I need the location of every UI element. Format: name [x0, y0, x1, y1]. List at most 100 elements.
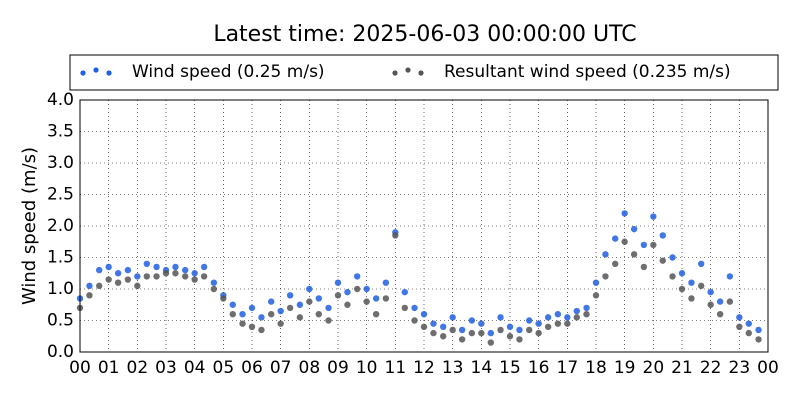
data-point	[621, 238, 628, 245]
data-point	[344, 288, 351, 296]
data-point	[162, 270, 170, 277]
data-point	[755, 326, 762, 334]
data-point	[325, 317, 332, 324]
chart-title: Latest time: 2025-06-03 00:00:00 UTC	[213, 22, 636, 47]
data-point	[506, 323, 514, 330]
data-point	[535, 329, 542, 337]
data-point	[707, 301, 714, 308]
data-point	[487, 329, 494, 337]
data-point	[716, 298, 724, 305]
data-point	[564, 320, 571, 327]
data-point	[229, 301, 236, 308]
legend-marker	[93, 67, 99, 73]
x-tick-label: 00	[757, 358, 779, 378]
data-point	[640, 263, 648, 271]
data-point	[210, 285, 218, 293]
data-point	[411, 304, 418, 312]
data-point	[544, 323, 552, 330]
data-point	[296, 301, 304, 308]
data-point	[583, 304, 590, 312]
x-tick-label: 21	[671, 358, 693, 378]
data-point	[105, 276, 112, 283]
legend-marker	[106, 70, 112, 76]
data-point	[430, 320, 437, 327]
data-point	[745, 329, 752, 337]
data-point	[172, 263, 179, 271]
data-point	[382, 279, 390, 286]
data-point	[497, 326, 504, 334]
data-point	[105, 263, 112, 271]
data-point	[153, 273, 160, 280]
data-point	[583, 311, 590, 318]
data-point	[334, 279, 342, 286]
data-point	[468, 317, 476, 324]
data-point	[220, 295, 227, 302]
data-point	[716, 311, 724, 318]
x-tick-label: 08	[299, 358, 321, 378]
y-tick-label: 2.5	[47, 185, 74, 205]
data-point	[200, 273, 208, 280]
data-point	[229, 311, 236, 318]
data-point	[592, 292, 600, 299]
data-point	[334, 292, 342, 299]
data-point	[516, 336, 523, 343]
data-point	[239, 320, 246, 327]
legend-marker	[405, 67, 411, 73]
y-tick-label: 1.0	[47, 279, 74, 299]
data-point	[506, 333, 514, 340]
x-tick-label: 11	[385, 358, 407, 378]
data-point	[143, 273, 150, 280]
data-point	[96, 282, 103, 290]
x-tick-label: 05	[213, 358, 235, 378]
data-point	[286, 292, 294, 299]
x-tick-label: 19	[614, 358, 636, 378]
data-point	[650, 241, 657, 249]
x-tick-label: 23	[729, 358, 751, 378]
data-point	[134, 273, 141, 280]
data-point	[573, 307, 580, 315]
y-tick-label: 0.0	[47, 342, 74, 362]
data-point	[458, 336, 466, 343]
data-point	[210, 279, 218, 286]
data-point	[554, 311, 562, 318]
data-point	[688, 279, 695, 286]
data-point	[640, 241, 648, 249]
data-point	[688, 295, 695, 302]
y-tick-label: 3.5	[47, 122, 74, 142]
data-point	[544, 314, 552, 321]
data-point	[124, 276, 132, 283]
data-point	[153, 263, 160, 271]
data-point	[344, 301, 351, 308]
data-point	[487, 339, 494, 346]
data-point	[191, 270, 198, 277]
data-point	[554, 320, 562, 327]
data-point	[315, 311, 322, 318]
data-point	[630, 225, 638, 233]
data-point	[449, 326, 456, 334]
x-tick-label: 01	[98, 358, 120, 378]
data-point	[401, 288, 408, 296]
data-point	[678, 270, 686, 277]
data-point	[726, 273, 734, 280]
data-point	[315, 295, 322, 302]
data-point	[564, 314, 571, 321]
x-tick-label: 07	[270, 358, 292, 378]
data-point	[277, 307, 284, 315]
data-point	[200, 263, 208, 271]
x-tick-label: 22	[700, 358, 722, 378]
data-point	[602, 273, 609, 280]
data-point	[659, 232, 666, 239]
data-point	[286, 304, 294, 312]
y-tick-label: 0.5	[47, 311, 74, 331]
data-point	[354, 285, 361, 293]
data-point	[621, 210, 628, 217]
y-tick-label: 3.0	[47, 153, 74, 173]
data-point	[478, 329, 485, 337]
data-point	[258, 326, 265, 334]
data-point	[612, 260, 619, 267]
data-point	[745, 320, 752, 327]
data-point	[306, 298, 313, 305]
data-point	[86, 292, 93, 299]
